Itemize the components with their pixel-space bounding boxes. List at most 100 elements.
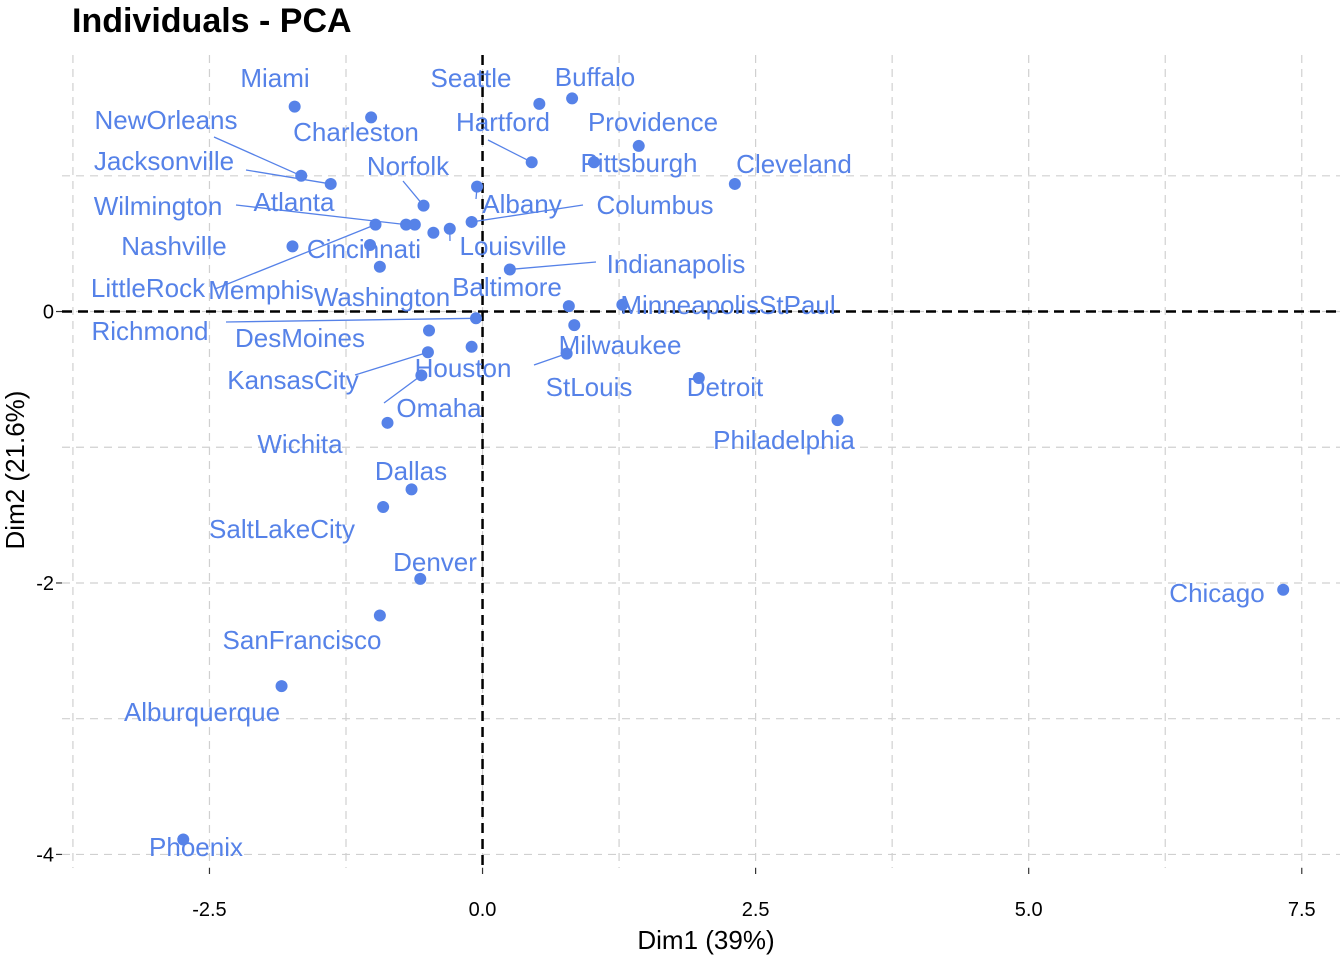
- label-cleveland: Cleveland: [736, 149, 852, 179]
- point-cincinnati: [427, 226, 440, 239]
- connector-neworleans: [213, 136, 302, 177]
- point-dallas: [405, 483, 418, 496]
- point-labels: Miami Charleston NewOrleans Jacksonville Sea…: [91, 62, 1265, 862]
- connector-omaha: [383, 374, 422, 404]
- label-louisville: Louisville: [460, 231, 567, 261]
- point-stlouis: [560, 347, 573, 360]
- connector-hartford: [487, 139, 532, 163]
- point-minneapolisstpaul: [616, 298, 629, 311]
- point-richmond: [469, 312, 482, 325]
- label-richmond: Richmond: [91, 316, 208, 346]
- point-detroit: [692, 372, 705, 385]
- connector-columbus: [471, 204, 584, 223]
- y-tick-label: -4: [36, 844, 54, 866]
- y-axis-title: Dim2 (21.6%): [0, 391, 30, 550]
- x-axis-ticks: -2.5 0.0 2.5 5.0 7.5: [192, 868, 1316, 921]
- label-omaha: Omaha: [396, 393, 482, 423]
- point-buffalo: [566, 92, 579, 105]
- y-axis-ticks: 0 -2 -4: [36, 302, 62, 866]
- point-wichita: [381, 416, 394, 429]
- label-minneapolisstpaul: MinneapolisStPaul: [620, 290, 835, 320]
- y-tick-label: 0: [43, 302, 54, 324]
- connector-kansascity: [354, 351, 429, 376]
- label-chicago: Chicago: [1169, 578, 1264, 608]
- label-kansascity: KansasCity: [227, 365, 359, 395]
- point-norfolk: [417, 199, 430, 212]
- point-chicago: [1277, 583, 1290, 596]
- label-detroit: Detroit: [687, 372, 764, 402]
- point-memphis: [364, 239, 377, 252]
- point-seattle: [533, 97, 546, 110]
- label-albany: Albany: [482, 189, 562, 219]
- label-providence: Providence: [588, 107, 718, 137]
- x-axis-title: Dim1 (39%): [637, 925, 774, 955]
- label-nashville: Nashville: [121, 231, 227, 261]
- point-kansascity: [421, 346, 434, 359]
- label-desmoines: DesMoines: [235, 323, 365, 353]
- label-charleston: Charleston: [293, 117, 419, 147]
- point-pittsburgh: [587, 156, 600, 169]
- connector-richmond: [225, 317, 476, 323]
- point-alburquerque: [275, 680, 288, 693]
- point-saltlakecity: [377, 500, 390, 513]
- point-washington: [373, 260, 386, 273]
- label-saltlakecity: SaltLakeCity: [209, 514, 355, 544]
- connector-littlerock: [214, 224, 376, 290]
- label-cincinnati: Cincinnati: [307, 234, 421, 264]
- label-littlerock: LittleRock: [91, 273, 206, 303]
- point-houston: [465, 340, 478, 353]
- connector-jacksonville: [245, 169, 331, 185]
- x-tick-label: 0.0: [469, 899, 497, 921]
- label-washington: Washington: [314, 282, 450, 312]
- point-phoenix: [177, 833, 190, 846]
- point-indianapolis: [503, 263, 516, 276]
- x-tick-label: 5.0: [1015, 899, 1043, 921]
- label-buffalo: Buffalo: [555, 62, 635, 92]
- label-houston: Houston: [415, 353, 512, 383]
- point-philadelphia: [831, 414, 844, 427]
- point-providence: [632, 139, 645, 152]
- label-memphis: Memphis: [208, 275, 313, 305]
- point-louisville: [443, 222, 456, 235]
- point-miami: [288, 100, 301, 113]
- label-indianapolis: Indianapolis: [607, 249, 746, 279]
- x-tick-label: -2.5: [192, 899, 226, 921]
- label-pittsburgh: Pittsburgh: [580, 148, 697, 178]
- point-desmoines: [423, 324, 436, 337]
- chart-title: Individuals - PCA: [72, 2, 352, 40]
- point-omaha: [415, 369, 428, 382]
- label-wichita: Wichita: [257, 429, 343, 459]
- label-columbus: Columbus: [596, 190, 713, 220]
- point-hartford: [525, 156, 538, 169]
- point-jacksonville: [324, 177, 337, 190]
- label-hartford: Hartford: [456, 107, 550, 137]
- label-wilmington: Wilmington: [94, 191, 223, 221]
- data-points: [177, 92, 1290, 846]
- label-seattle: Seattle: [431, 63, 512, 93]
- point-nashville: [286, 240, 299, 253]
- grid: [62, 55, 1340, 868]
- point-denver: [414, 572, 427, 585]
- label-denver: Denver: [393, 547, 477, 577]
- point-columbus: [465, 215, 478, 228]
- label-miami: Miami: [240, 63, 309, 93]
- label-baltimore: Baltimore: [452, 272, 562, 302]
- point-charleston: [365, 111, 378, 124]
- point-sanfrancisco: [373, 609, 386, 622]
- label-dallas: Dallas: [375, 456, 447, 486]
- label-sanfrancisco: SanFrancisco: [223, 625, 382, 655]
- y-tick-label: -2: [36, 573, 54, 595]
- label-stlouis: StLouis: [546, 372, 633, 402]
- label-philadelphia: Philadelphia: [713, 425, 855, 455]
- point-atlanta: [408, 218, 421, 231]
- x-tick-label: 7.5: [1288, 899, 1316, 921]
- label-phoenix: Phoenix: [149, 832, 243, 862]
- connector-indianapolis: [509, 261, 597, 271]
- label-neworleans: NewOrleans: [94, 105, 237, 135]
- point-albany: [471, 180, 484, 193]
- point-milwaukee: [568, 319, 581, 332]
- label-jacksonville: Jacksonville: [94, 146, 234, 176]
- label-atlanta: Atlanta: [254, 187, 335, 217]
- point-neworleans: [295, 169, 308, 182]
